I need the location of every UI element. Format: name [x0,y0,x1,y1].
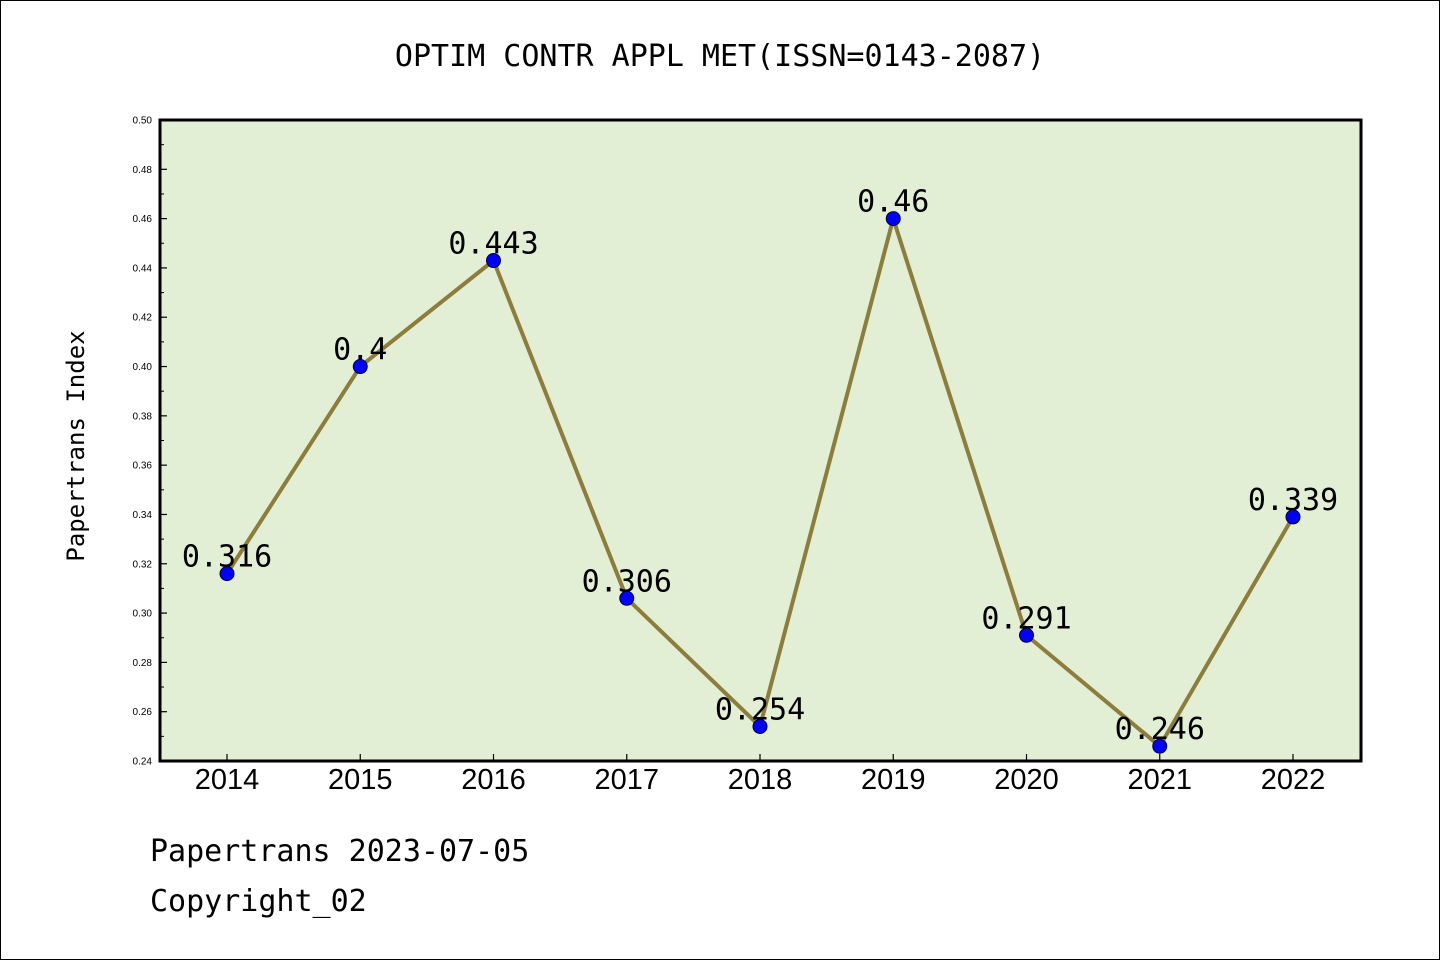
y-tick-label: 0.34 [133,510,153,521]
data-label: 0.246 [1115,712,1205,747]
y-tick-label: 0.42 [133,313,153,324]
data-point [1285,509,1301,525]
data-label: 0.291 [981,601,1071,636]
x-tick-label: 2014 [195,764,260,796]
y-axis: 0.24 0.26 0.28 0.30 0.32 0.34 0.36 0.38 0.40 0.42… [133,116,167,768]
data-label: 0.46 [857,185,929,220]
y-tick-label: 0.28 [133,658,153,669]
data-label: 0.306 [582,564,672,599]
x-tick-label: 2015 [328,764,393,796]
y-tick-label: 0.30 [133,609,153,620]
y-tick-label: 0.40 [133,362,153,373]
data-label: 0.254 [715,692,805,727]
data-point [219,566,235,582]
footer-source: Papertrans 2023-07-05 [150,834,530,869]
data-label: 0.443 [448,227,538,262]
data-point [885,211,901,227]
data-point [1152,738,1168,754]
data-point [752,718,768,734]
y-tick-label: 0.38 [133,411,153,422]
y-tick-label: 0.36 [133,461,153,472]
y-tick-label: 0.26 [133,707,153,718]
y-tick-label: 0.48 [133,165,153,176]
y-tick-label: 0.50 [133,116,153,127]
data-point [486,253,501,269]
x-tick-label: 2019 [861,764,926,796]
chart-title: OPTIM CONTR APPL MET(ISSN=0143-2087) [395,39,1045,74]
x-tick-label: 2016 [461,764,526,796]
x-tick-label: 2022 [1261,764,1326,796]
y-tick-label: 0.32 [133,559,153,570]
x-tick-label: 2018 [728,764,793,796]
y-tick-label: 0.24 [133,757,153,768]
x-tick-label: 2020 [994,764,1059,796]
data-point [619,590,635,606]
data-point [352,359,368,375]
plot-area [158,118,1363,763]
footer-copyright: Copyright_02 [150,884,367,919]
x-axis: 2014 2015 2016 2017 2018 2019 2020 2021 2022 [195,754,1326,796]
y-tick-label: 0.44 [133,263,153,274]
data-label: 0.339 [1248,483,1338,518]
data-point [1019,627,1034,643]
data-label: 0.4 [333,333,387,368]
x-tick-label: 2017 [594,764,659,796]
data-label: 0.316 [182,540,272,575]
x-tick-label: 2021 [1127,764,1192,796]
y-tick-label: 0.46 [133,214,153,225]
y-axis-label: Papertrans Index [62,330,90,561]
series-layer: 0.316 0.4 0.443 0.306 0.254 0.46 0.291 0.246 0.3… [182,185,1338,754]
